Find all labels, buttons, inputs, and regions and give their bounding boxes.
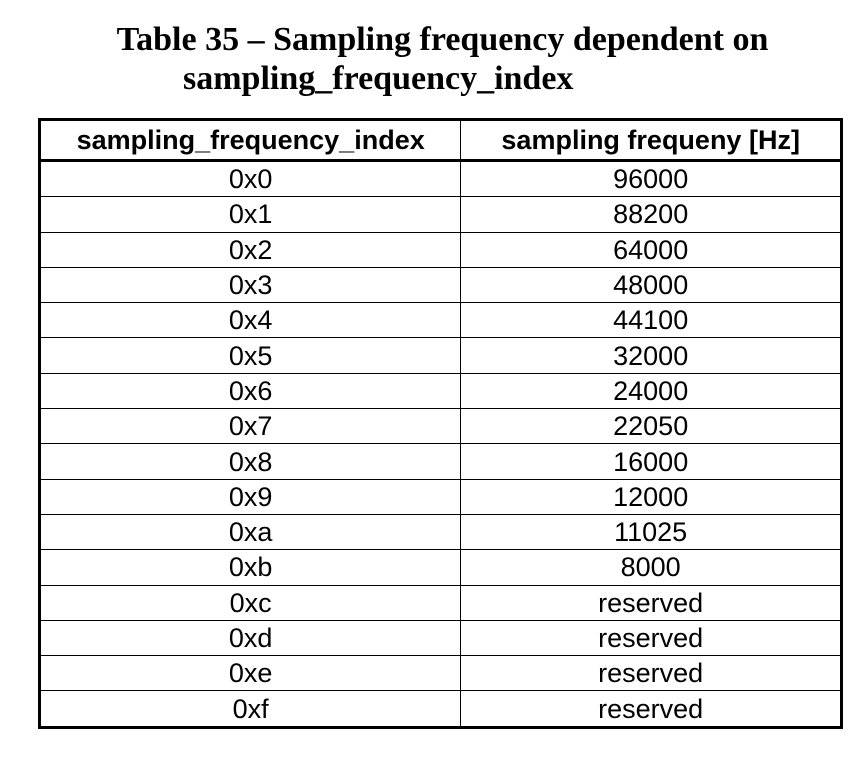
index-cell: 0x1 [38,196,462,233]
table-row: 0xc reserved [38,584,842,621]
table-row: 0x3 48000 [38,266,842,304]
table-row: 0x1 88200 [38,196,842,233]
table-caption-line-1: Table 35 – Sampling frequency dependent … [116,21,769,58]
frequency-cell: 64000 [460,231,842,268]
frequency-cell: 22050 [460,408,842,445]
frequency-cell: reserved [460,655,842,692]
index-cell: 0x2 [38,231,462,268]
index-cell: 0x8 [38,443,462,480]
table-row: 0xf reserved [38,690,842,728]
table-row: 0x5 32000 [38,337,842,374]
index-cell: 0x9 [38,478,462,515]
index-cell: 0xa [38,513,462,551]
table-row: 0xe reserved [38,655,842,692]
frequency-cell: reserved [460,619,842,657]
frequency-cell: 44100 [460,302,842,339]
table-row: 0x4 44100 [38,302,842,339]
frequency-cell: 12000 [460,478,842,515]
index-cell: 0x6 [38,372,462,410]
column-header-index: sampling_frequency_index [38,119,462,161]
table-row: 0xb 8000 [38,549,842,586]
index-cell: 0xb [38,549,462,586]
table-header-row: sampling_frequency_index sampling freque… [38,119,842,161]
index-cell: 0x0 [38,159,462,198]
table-row: 0xd reserved [38,619,842,657]
table-row: 0x2 64000 [38,231,842,268]
table-row: 0x0 96000 [38,159,842,198]
column-header-frequency: sampling frequeny [Hz] [460,119,842,161]
table-row: 0x9 12000 [38,478,842,515]
frequency-cell: 24000 [460,372,842,410]
index-cell: 0xf [38,690,462,728]
table-caption: Table 35 – Sampling frequency dependent … [0,20,855,98]
frequency-cell: 88200 [460,196,842,233]
frequency-cell: 11025 [460,513,842,551]
index-cell: 0x4 [38,302,462,339]
frequency-cell: 48000 [460,266,842,304]
index-cell: 0x7 [38,408,462,445]
frequency-cell: reserved [460,584,842,621]
table-row: 0x7 22050 [38,408,842,445]
frequency-cell: 32000 [460,337,842,374]
frequency-cell: 8000 [460,549,842,586]
table-row: 0xa 11025 [38,513,842,551]
index-cell: 0xe [38,655,462,692]
index-cell: 0x3 [38,266,462,304]
table-row: 0x8 16000 [38,443,842,480]
frequency-cell: 16000 [460,443,842,480]
index-cell: 0x5 [38,337,462,374]
index-cell: 0xd [38,619,462,657]
table-caption-line-2: sampling_frequency_index [183,60,574,97]
frequency-cell: reserved [460,690,842,728]
sampling-frequency-table: sampling_frequency_index sampling freque… [38,118,843,729]
frequency-cell: 96000 [460,159,842,198]
index-cell: 0xc [38,584,462,621]
table-row: 0x6 24000 [38,372,842,410]
